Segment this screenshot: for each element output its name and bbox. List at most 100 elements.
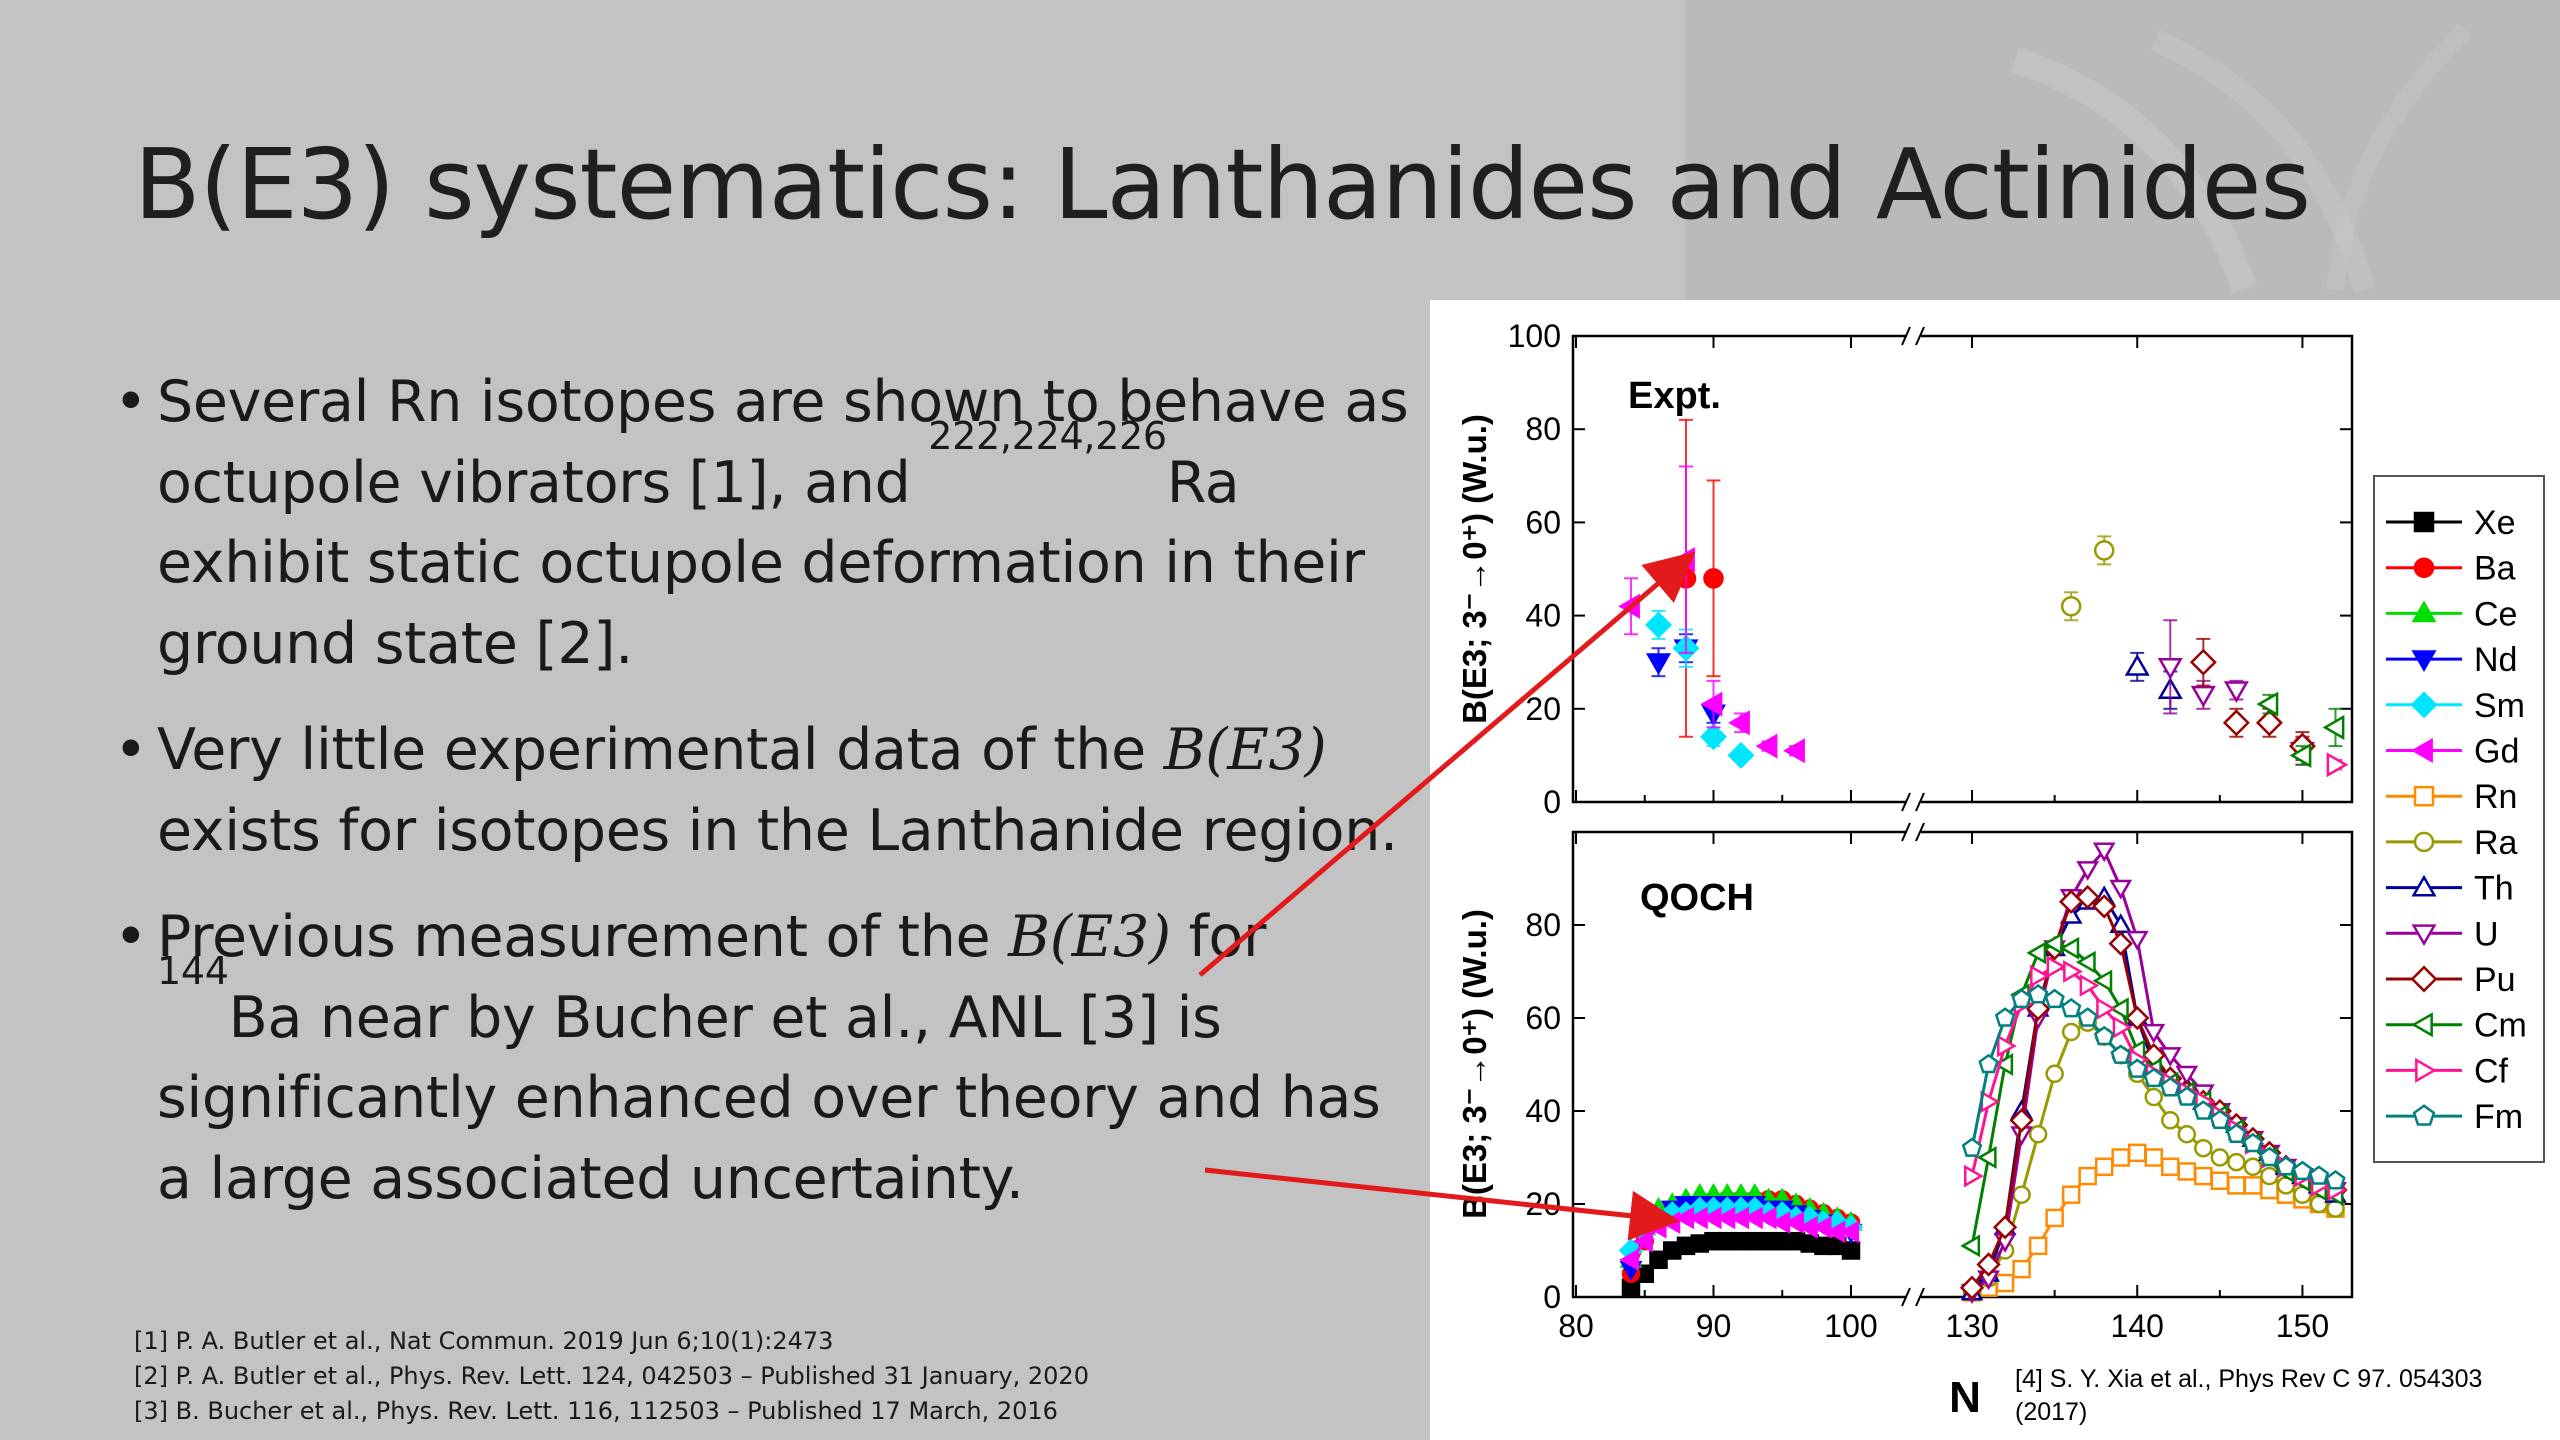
bullet-dot-icon: • [114, 904, 148, 970]
legend-marker-fm [2412, 1104, 2436, 1126]
series-point-ra [2045, 1064, 2064, 1084]
data-point-u [2223, 681, 2249, 704]
series-point-fm [2259, 1146, 2280, 1167]
data-point-nd [1645, 653, 1672, 676]
data-point-ra [2093, 540, 2115, 561]
series-point-ra [2194, 1138, 2213, 1158]
bullet-text: exists for isotopes in the Lanthanide re… [157, 797, 1398, 864]
series-point-rn [1995, 1273, 2015, 1293]
data-point-ra [2060, 596, 2082, 617]
series-point-rn [2127, 1143, 2147, 1163]
legend-marker-gd [2411, 737, 2433, 764]
series-point-gd [1839, 1220, 1860, 1244]
math-be3: B(E3) [1163, 717, 1327, 783]
series-point-rn [2194, 1166, 2213, 1186]
series-point-fm [2226, 1123, 2247, 1143]
x-tick-label: 140 [2111, 1308, 2164, 1344]
y-tick-label: 40 [1525, 598, 1561, 634]
series-point-rn [2028, 1236, 2048, 1256]
data-point-cm [2256, 691, 2279, 717]
x-tick-label: 100 [1824, 1308, 1877, 1344]
series-point-cm [2042, 932, 2063, 955]
series-point-ra [2260, 1166, 2279, 1186]
data-point-sm [1645, 611, 1672, 639]
series-point-pu [2125, 1005, 2150, 1031]
data-point-gd [1755, 733, 1778, 759]
series-point-u [2158, 1047, 2182, 1067]
series-point-cm [2026, 941, 2047, 965]
data-point-u [2157, 657, 2183, 680]
legend-label-xe: Xe [2474, 504, 2516, 542]
legend-marker-sm [2410, 691, 2438, 719]
background-watermark-icon [2011, 23, 2472, 295]
series-point-cm [1993, 1053, 2014, 1076]
y-tick-label: 60 [1525, 1000, 1561, 1036]
series-point-cf [2112, 1015, 2133, 1039]
series-point-fm [2275, 1156, 2297, 1176]
bullet-dot-icon: • [114, 369, 148, 435]
data-point-pu [2222, 709, 2250, 737]
legend-marker-cf [2415, 1057, 2437, 1083]
data-point-gd [1783, 738, 1805, 764]
data-point-gd [1728, 710, 1750, 736]
series-point-fm [2143, 1067, 2164, 1088]
legend-label-nd: Nd [2474, 641, 2517, 679]
legend-label-ba: Ba [2474, 550, 2516, 588]
y-tick-label: 80 [1525, 907, 1561, 943]
legend-label-rn: Rn [2474, 778, 2517, 816]
series-point-cf [2030, 964, 2050, 988]
legend-label-cf: Cf [2474, 1052, 2509, 1090]
series-point-rn [2243, 1176, 2263, 1195]
series-point-fm [2044, 988, 2065, 1009]
legend-label-cm: Cm [2474, 1007, 2527, 1045]
data-point-pu [2255, 709, 2283, 737]
plot-frame [1571, 830, 2354, 1299]
series-point-fm [2209, 1109, 2231, 1129]
series-point-u [2076, 861, 2100, 881]
series-point-ra [2227, 1152, 2246, 1172]
legend-label-u: U [2474, 915, 2499, 953]
series-point-fm [2060, 997, 2082, 1018]
reference-item: [3] B. Bucher et al., Phys. Rev. Lett. 1… [134, 1397, 1058, 1425]
series-point-rn [2177, 1162, 2197, 1181]
series-point-ra [2012, 1185, 2031, 1204]
series-point-ra [2161, 1111, 2180, 1130]
series-point-pu [1992, 1215, 2018, 1240]
series-point-fm [2292, 1160, 2313, 1181]
annotation-arrow-qoch [1204, 1167, 1680, 1241]
series-point-fm [2011, 988, 2032, 1009]
plot-frame [1571, 334, 2354, 804]
bullet-text: Very little experimental data of the [157, 717, 1164, 783]
y-tick-label: 60 [1525, 504, 1561, 540]
data-point-ba [1703, 568, 1724, 589]
series-point-rn [2227, 1176, 2246, 1195]
legend-marker-ba [2413, 557, 2435, 578]
data-point-th [2124, 654, 2150, 676]
legend-marker-ce [2411, 600, 2437, 623]
y-tick-label: 80 [1525, 411, 1561, 447]
series-point-ra [2243, 1157, 2263, 1177]
series-point-ra [2210, 1148, 2230, 1167]
data-point-gd [1700, 691, 1723, 717]
legend-marker-cm [2411, 1012, 2433, 1038]
series-point-xe [1841, 1241, 1861, 1260]
axis-break-mark [1915, 792, 1925, 812]
figure-reference: [4] S. Y. Xia et al., Phys Rev C 97. 054… [2015, 1365, 2482, 1393]
axis-break-mark [1915, 822, 1925, 842]
panel-label-qoch: QOCH [1640, 877, 1754, 919]
series-point-u [2125, 930, 2149, 951]
panel-label-expt: Expt. [1628, 375, 1721, 417]
series-point-rn [2012, 1259, 2031, 1279]
axis-break-mark [1915, 1287, 1925, 1307]
superscript-mass-numbers: 222,224,226 [928, 413, 1167, 458]
bullet-item-2: • Very little experimental data of the B… [100, 710, 1420, 871]
series-point-cf [1963, 1164, 1984, 1188]
bullet-dot-icon: • [114, 717, 148, 783]
data-point-sm [1727, 741, 1755, 769]
annotation-arrow-expt [1198, 551, 1696, 977]
series-point-pu [2075, 884, 2100, 910]
series-point-u [2092, 842, 2116, 863]
series-point-fm [2027, 984, 2049, 1004]
series-point-fm [2325, 1170, 2346, 1190]
series-point-ra [2061, 1022, 2081, 1042]
